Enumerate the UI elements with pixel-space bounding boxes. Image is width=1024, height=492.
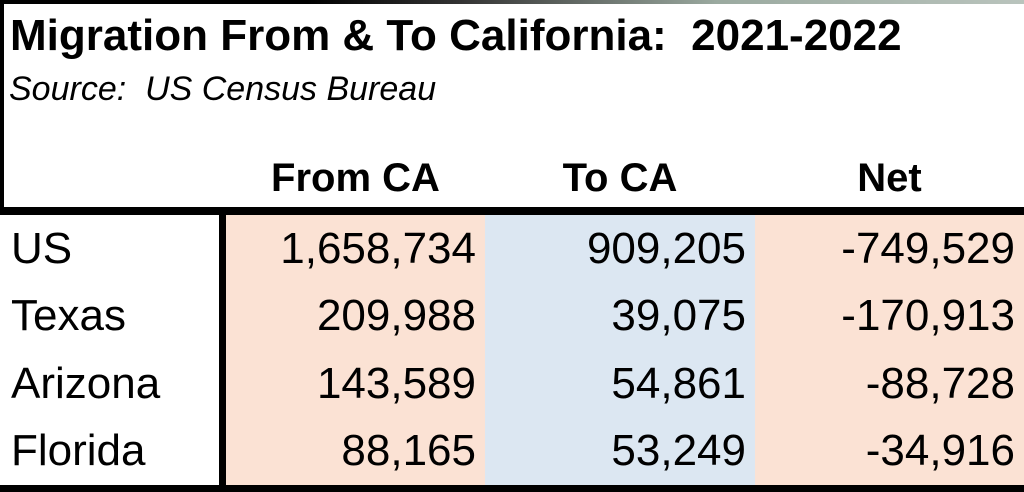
vertical-divider-line [219, 417, 226, 485]
column-header-to-ca: To CA [562, 156, 678, 200]
table-row: Arizona 143,589 54,861 -88,728 [0, 350, 1024, 418]
row-label-florida: Florida [0, 417, 219, 485]
row-label-us: US [0, 215, 219, 283]
row-label-arizona: Arizona [0, 350, 219, 418]
table-body: US 1,658,734 909,205 -749,529 Texas 209,… [0, 215, 1024, 485]
column-header-net: Net [857, 156, 922, 200]
cell-texas-from-ca: 209,988 [226, 282, 485, 350]
cell-texas-net: -170,913 [755, 282, 1024, 350]
vertical-divider-line [219, 350, 226, 418]
header-divider-line [0, 207, 1024, 215]
cell-florida-from-ca: 88,165 [226, 417, 485, 485]
source-caption: Source: US Census Bureau [9, 70, 437, 108]
cell-arizona-net: -88,728 [755, 350, 1024, 418]
top-border-line [0, 0, 1024, 4]
column-header-from-ca: From CA [271, 156, 440, 200]
table-row: US 1,658,734 909,205 -749,529 [0, 215, 1024, 283]
cell-arizona-to-ca: 54,861 [485, 350, 755, 418]
table-row: Texas 209,988 39,075 -170,913 [0, 282, 1024, 350]
bottom-border-line [0, 485, 1024, 492]
table-row: Florida 88,165 53,249 -34,916 [0, 417, 1024, 485]
cell-texas-to-ca: 39,075 [485, 282, 755, 350]
row-label-texas: Texas [0, 282, 219, 350]
figure-title: Migration From & To California: 2021-202… [10, 11, 902, 60]
cell-arizona-from-ca: 143,589 [226, 350, 485, 418]
vertical-divider-line [219, 282, 226, 350]
cell-florida-net: -34,916 [755, 417, 1024, 485]
cell-us-from-ca: 1,658,734 [226, 215, 485, 283]
cell-us-net: -749,529 [755, 215, 1024, 283]
table-header-row: From CA To CA Net [0, 150, 1024, 207]
cell-florida-to-ca: 53,249 [485, 417, 755, 485]
header-spacer [0, 150, 226, 207]
vertical-divider-line [219, 215, 226, 283]
cell-us-to-ca: 909,205 [485, 215, 755, 283]
